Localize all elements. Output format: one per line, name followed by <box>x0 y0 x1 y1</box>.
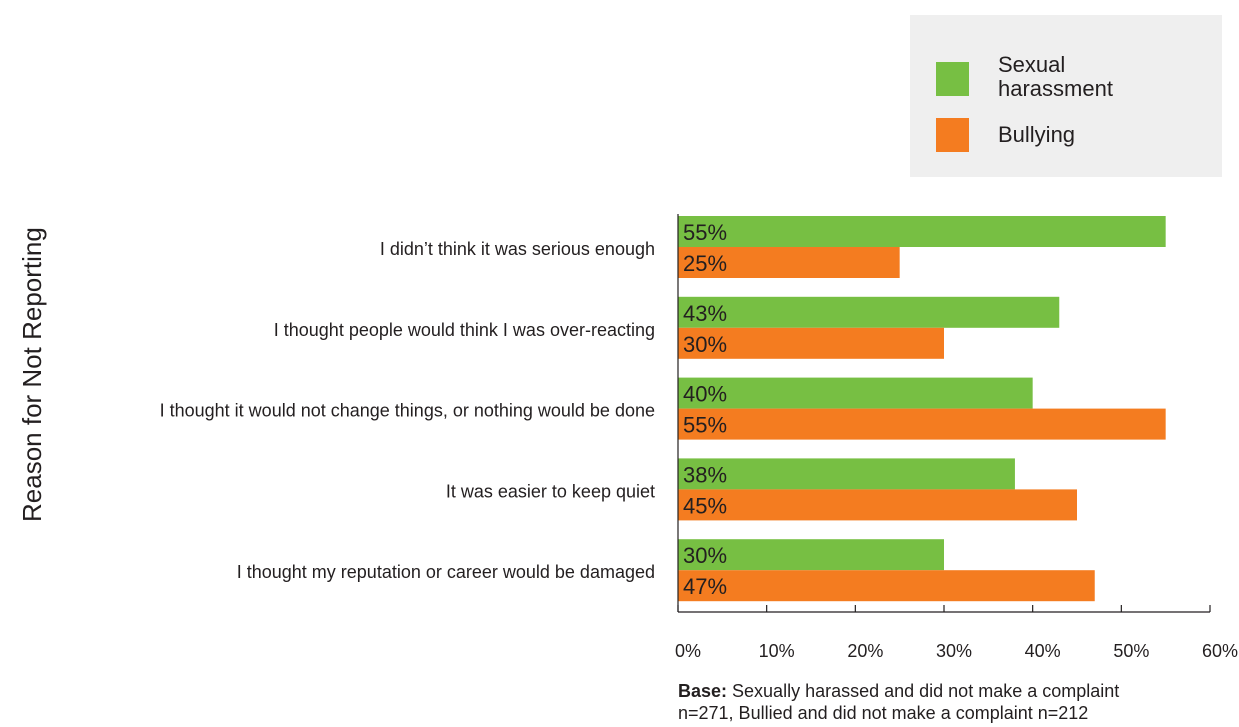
bar-sexual-harassment <box>678 216 1166 247</box>
bar-sexual-harassment <box>678 458 1015 490</box>
data-label: 38% <box>683 462 727 487</box>
legend-label-bullying: Bullying <box>998 122 1076 147</box>
legend-swatch-bullying <box>936 118 969 152</box>
category-label: It was easier to keep quiet <box>446 481 655 501</box>
note-text: Sexually harassed and did not make a com… <box>727 681 1120 701</box>
data-label: 47% <box>683 574 727 599</box>
note-line2: n=271, Bullied and did not make a compla… <box>678 703 1089 723</box>
x-tick-label: 40% <box>1025 641 1061 661</box>
x-tick-label: 50% <box>1113 641 1149 661</box>
data-label: 25% <box>683 251 727 276</box>
base-note: Base: Sexually harassed and did not make… <box>678 680 1238 724</box>
legend: Sexual harassment Bullying <box>910 15 1222 177</box>
bar-sexual-harassment <box>678 296 1060 328</box>
data-label: 43% <box>683 301 727 326</box>
bar-bullying <box>678 247 900 278</box>
note-bold: Base: <box>678 681 728 701</box>
x-tick-label: 30% <box>936 641 972 661</box>
category-label: I thought people would think I was over-… <box>274 320 655 340</box>
x-tick-label: 20% <box>847 641 883 661</box>
bar-sexual-harassment <box>678 377 1033 409</box>
data-label: 55% <box>683 413 727 438</box>
bar-bullying <box>678 570 1095 602</box>
x-tick-label: 60% <box>1202 641 1238 661</box>
category-label: I didn’t think it was serious enough <box>380 239 655 259</box>
data-label: 30% <box>683 332 727 357</box>
legend-swatch-sexual-harassment <box>936 62 969 96</box>
data-label: 55% <box>683 220 727 245</box>
data-label: 40% <box>683 382 727 407</box>
category-label: I thought my reputation or career would … <box>237 562 655 582</box>
x-tick-label: 0% <box>675 641 701 661</box>
category-label: I thought it would not change things, or… <box>160 401 655 421</box>
bar-bullying <box>678 408 1166 440</box>
bar-sexual-harassment <box>678 539 944 571</box>
legend-label-sexual-harassment: Sexual harassment <box>998 52 1113 101</box>
bar-bullying <box>678 489 1077 521</box>
x-tick-label: 10% <box>759 641 795 661</box>
data-label: 45% <box>683 493 727 518</box>
bar-bullying <box>678 327 944 359</box>
data-label: 30% <box>683 543 727 568</box>
